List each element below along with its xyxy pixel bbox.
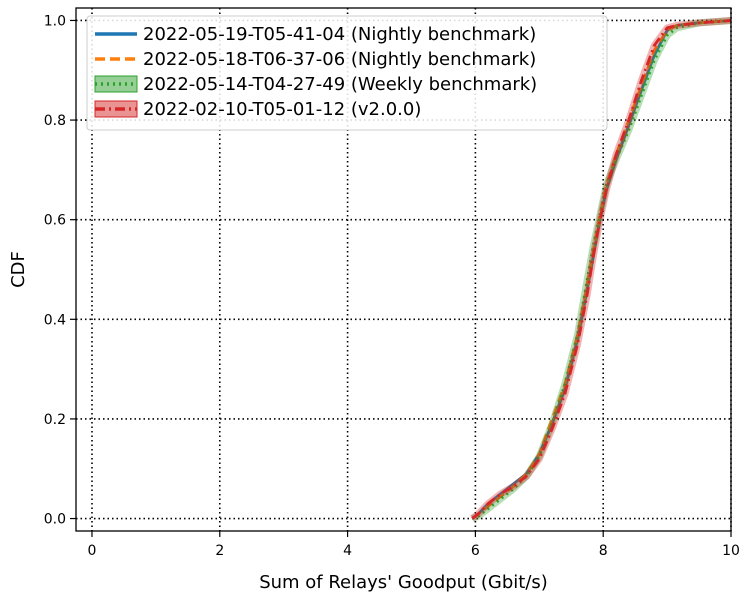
legend-label: 2022-05-19-T05-41-04 (Nightly benchmark) (143, 24, 536, 45)
x-tick-label: 4 (343, 543, 352, 559)
y-tick-label: 0.0 (44, 512, 66, 528)
series-line-3 (471, 19, 731, 520)
y-tick-label: 0.6 (44, 213, 66, 229)
legend: 2022-05-19-T05-41-04 (Nightly benchmark)… (86, 15, 608, 131)
y-tick-label: 0.8 (44, 113, 66, 129)
x-tick-label: 6 (471, 543, 480, 559)
legend-entry-2: 2022-05-18-T06-37-06 (Nightly benchmark) (95, 49, 536, 70)
x-tick-label: 2 (215, 543, 224, 559)
x-tick-label: 8 (599, 543, 608, 559)
y-tick-label: 0.4 (44, 312, 66, 328)
x-axis-label: Sum of Relays' Goodput (Gbit/s) (259, 572, 548, 593)
series-layer (470, 17, 731, 522)
legend-label: 2022-05-18-T06-37-06 (Nightly benchmark) (143, 49, 536, 70)
legend-label: 2022-02-10-T05-01-12 (v2.0.0) (143, 99, 421, 120)
y-tick-label: 1.0 (44, 13, 66, 29)
legend-box (86, 15, 608, 131)
y-tick-label: 0.2 (44, 412, 66, 428)
series-line-4 (471, 19, 731, 520)
plot-frame (75, 7, 732, 532)
legend-label: 2022-05-14-T04-27-49 (Weekly benchmark) (143, 74, 537, 95)
x-tick-label: 0 (88, 543, 97, 559)
legend-entry-4: 2022-02-10-T05-01-12 (v2.0.0) (94, 99, 421, 120)
tick-layer: 0 2 4 6 8 10 0.0 0.2 0.4 0.6 0.8 1.0 (44, 13, 740, 559)
x-tick-label: 10 (722, 543, 740, 559)
legend-entry-3: 2022-05-14-T04-27-49 (Weekly benchmark) (94, 74, 537, 95)
y-axis-label: CDF (8, 251, 29, 288)
legend-entry-1: 2022-05-19-T05-41-04 (Nightly benchmark) (95, 24, 536, 45)
